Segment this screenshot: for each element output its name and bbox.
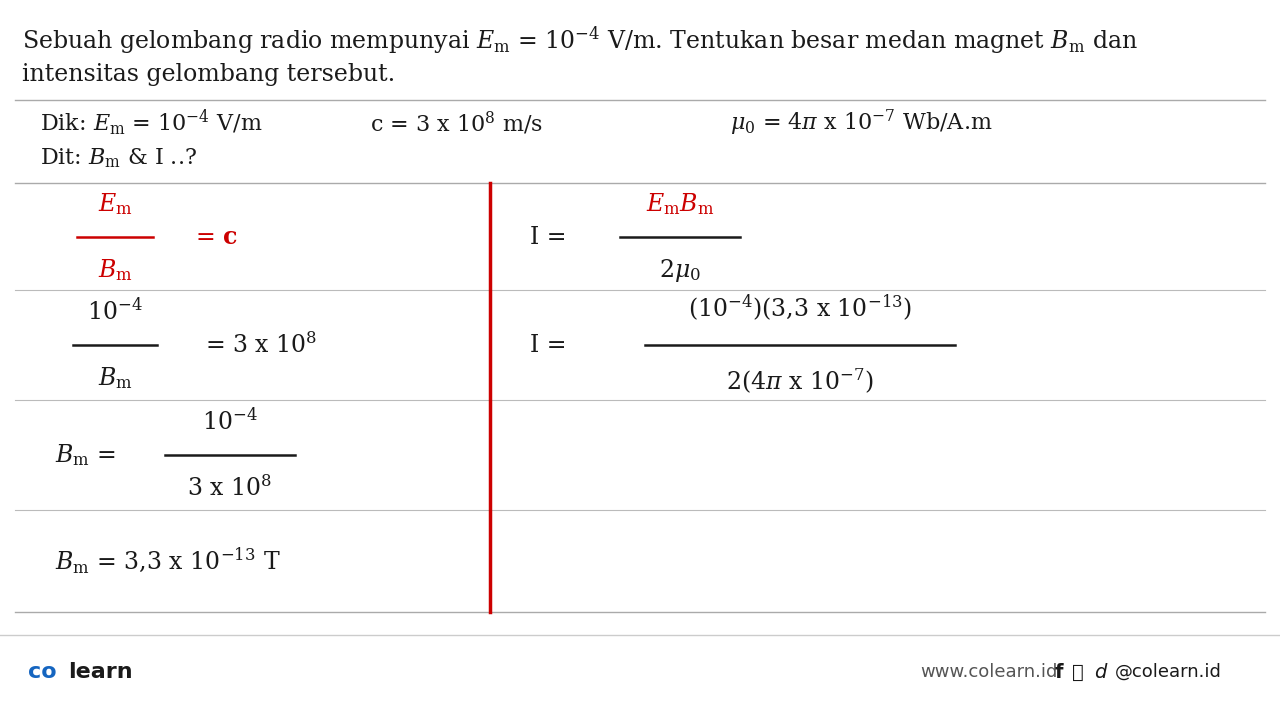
Text: $10^{-4}$: $10^{-4}$ xyxy=(202,408,257,435)
Text: $2\mu_{0}$: $2\mu_{0}$ xyxy=(659,257,701,284)
Text: $(10^{-4})(3{,}3$ x $10^{-13})$: $(10^{-4})(3{,}3$ x $10^{-13})$ xyxy=(687,293,913,323)
Text: www.colearn.id: www.colearn.id xyxy=(920,663,1057,681)
Text: $\mu_{0}$ = 4$\pi$ x $10^{-7}$ Wb/A.m: $\mu_{0}$ = 4$\pi$ x $10^{-7}$ Wb/A.m xyxy=(730,108,992,138)
Text: 3 x $10^{8}$: 3 x $10^{8}$ xyxy=(187,475,273,500)
Text: intensitas gelombang tersebut.: intensitas gelombang tersebut. xyxy=(22,63,396,86)
Text: = 3 x $10^{8}$: = 3 x $10^{8}$ xyxy=(205,332,317,358)
Text: f: f xyxy=(1055,662,1064,682)
Text: I =: I = xyxy=(530,225,567,248)
Text: Ⓞ: Ⓞ xyxy=(1073,662,1084,682)
Text: Dik: $E_{\rm m}$ = $10^{-4}$ V/m: Dik: $E_{\rm m}$ = $10^{-4}$ V/m xyxy=(40,108,262,138)
Text: $E_{\rm m}B_{\rm m}$: $E_{\rm m}B_{\rm m}$ xyxy=(646,191,714,217)
Text: $B_{\rm m}$ =: $B_{\rm m}$ = xyxy=(55,442,115,468)
Text: $B_{\rm m}$: $B_{\rm m}$ xyxy=(97,257,132,283)
Text: c = 3 x $10^{8}$ m/s: c = 3 x $10^{8}$ m/s xyxy=(370,109,543,137)
Text: d: d xyxy=(1094,662,1106,682)
Text: $B_{\rm m}$ = 3,3 x $10^{-13}$ T: $B_{\rm m}$ = 3,3 x $10^{-13}$ T xyxy=(55,546,280,576)
Text: I =: I = xyxy=(530,333,567,356)
Text: $2(4\pi$ x $10^{-7})$: $2(4\pi$ x $10^{-7})$ xyxy=(726,367,874,396)
Text: Dit: $B_{\rm m}$ & I ..?: Dit: $B_{\rm m}$ & I ..? xyxy=(40,146,197,170)
Text: @colearn.id: @colearn.id xyxy=(1115,663,1222,681)
Text: co: co xyxy=(28,662,56,682)
Text: = $\bf{c}$: = $\bf{c}$ xyxy=(195,225,238,248)
Text: $E_{\rm m}$: $E_{\rm m}$ xyxy=(97,191,132,217)
Text: Sebuah gelombang radio mempunyai $E_{\rm m}$ = 10$^{-4}$ V/m. Tentukan besar med: Sebuah gelombang radio mempunyai $E_{\rm… xyxy=(22,24,1138,55)
Text: learn: learn xyxy=(68,662,133,682)
Text: $B_{\rm m}$: $B_{\rm m}$ xyxy=(97,365,132,391)
Text: $10^{-4}$: $10^{-4}$ xyxy=(87,299,143,325)
